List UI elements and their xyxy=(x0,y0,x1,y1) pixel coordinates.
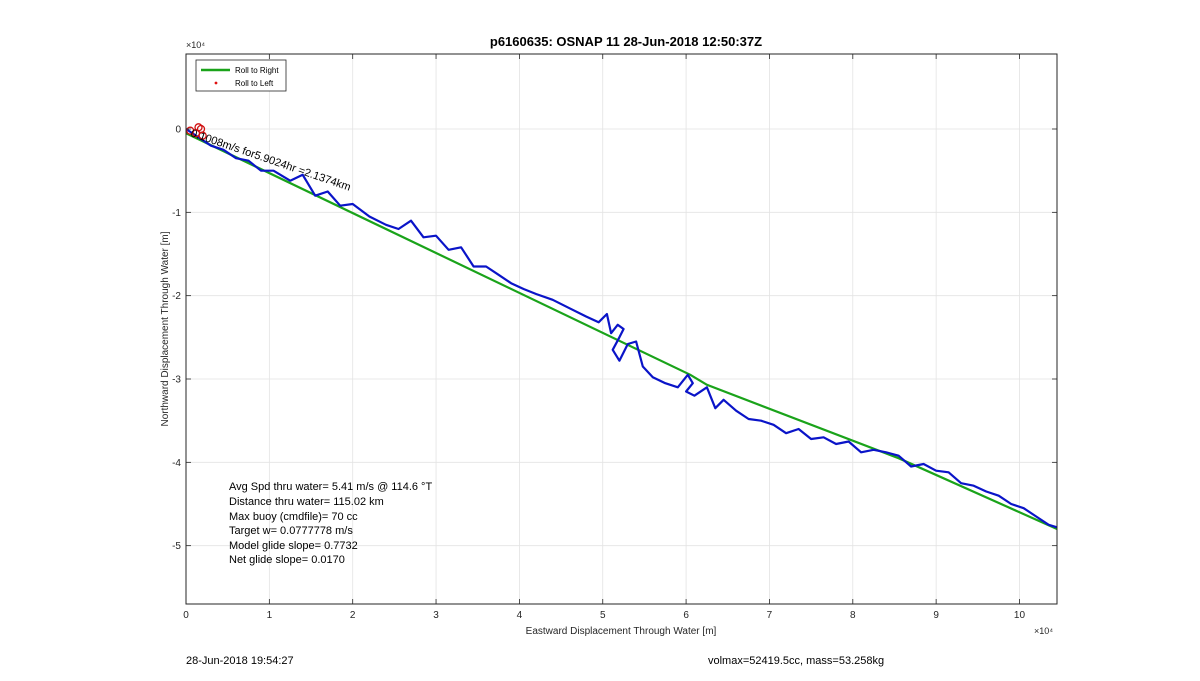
stat-net-glide: Net glide slope= 0.0170 xyxy=(229,554,345,566)
y-axis-label: Northward Displacement Through Water [m] xyxy=(160,231,171,426)
roll-to-left-point xyxy=(198,131,207,140)
legend-roll-right-label: Roll to Right xyxy=(235,66,279,75)
y-tick-label: -5 xyxy=(172,541,181,552)
series-roll-to-right-line xyxy=(185,132,1058,531)
x-tick-label: 3 xyxy=(433,610,439,621)
stat-target-w: Target w= 0.0777778 m/s xyxy=(229,525,353,537)
chart-title: p6160635: OSNAP 11 28-Jun-2018 12:50:37Z xyxy=(490,34,762,49)
legend: Roll to Right Roll to Left xyxy=(195,59,287,92)
x-exponent-label: ×10⁴ xyxy=(1034,626,1053,636)
segment-annotation: 0.1008m/s for5.9024hr =2.1374km xyxy=(189,127,352,193)
series-layer xyxy=(185,123,1058,531)
stat-distance: Distance thru water= 115.02 km xyxy=(229,496,384,508)
x-tick-label: 1 xyxy=(267,610,273,621)
legend-roll-left-swatch xyxy=(214,81,218,85)
stat-avg-speed: Avg Spd thru water= 5.41 m/s @ 114.6 °T xyxy=(229,481,432,493)
x-tick-label: 6 xyxy=(683,610,689,621)
stats-text-block: Avg Spd thru water= 5.41 m/s @ 114.6 °T … xyxy=(229,481,432,566)
x-tick-label: 10 xyxy=(1014,610,1026,621)
footer-timestamp: 28-Jun-2018 19:54:27 xyxy=(186,655,294,667)
series-track-line xyxy=(185,128,1058,529)
roll-to-left-point xyxy=(194,123,203,132)
x-tick-label: 0 xyxy=(183,610,189,621)
stat-max-buoy: Max buoy (cmdfile)= 70 cc xyxy=(229,511,358,523)
y-tick-label: 0 xyxy=(175,125,181,136)
x-tick-label: 4 xyxy=(517,610,523,621)
x-tick-label: 8 xyxy=(850,610,856,621)
legend-box xyxy=(195,59,287,92)
y-tick-label: -2 xyxy=(172,291,181,302)
x-tick-label: 5 xyxy=(600,610,606,621)
x-tick-label: 7 xyxy=(767,610,773,621)
footer-volume-mass: volmax=52419.5cc, mass=53.258kg xyxy=(708,655,885,667)
stat-model-glide: Model glide slope= 0.7732 xyxy=(229,540,358,552)
x-tick-label: 9 xyxy=(933,610,939,621)
axis-ticks: 0 1 2 3 4 5 6 7 8 9 10 0 -1 -2 -3 -4 -5 xyxy=(172,54,1057,621)
y-tick-label: -4 xyxy=(172,458,181,469)
y-tick-label: -3 xyxy=(172,375,181,386)
y-exponent-label: ×10⁴ xyxy=(186,40,205,50)
plot-area-frame xyxy=(185,53,1058,605)
grid xyxy=(185,54,1057,604)
y-tick-label: -1 xyxy=(172,208,181,219)
x-tick-label: 2 xyxy=(350,610,356,621)
legend-roll-left-label: Roll to Left xyxy=(235,79,274,88)
x-axis-label: Eastward Displacement Through Water [m] xyxy=(526,626,717,637)
